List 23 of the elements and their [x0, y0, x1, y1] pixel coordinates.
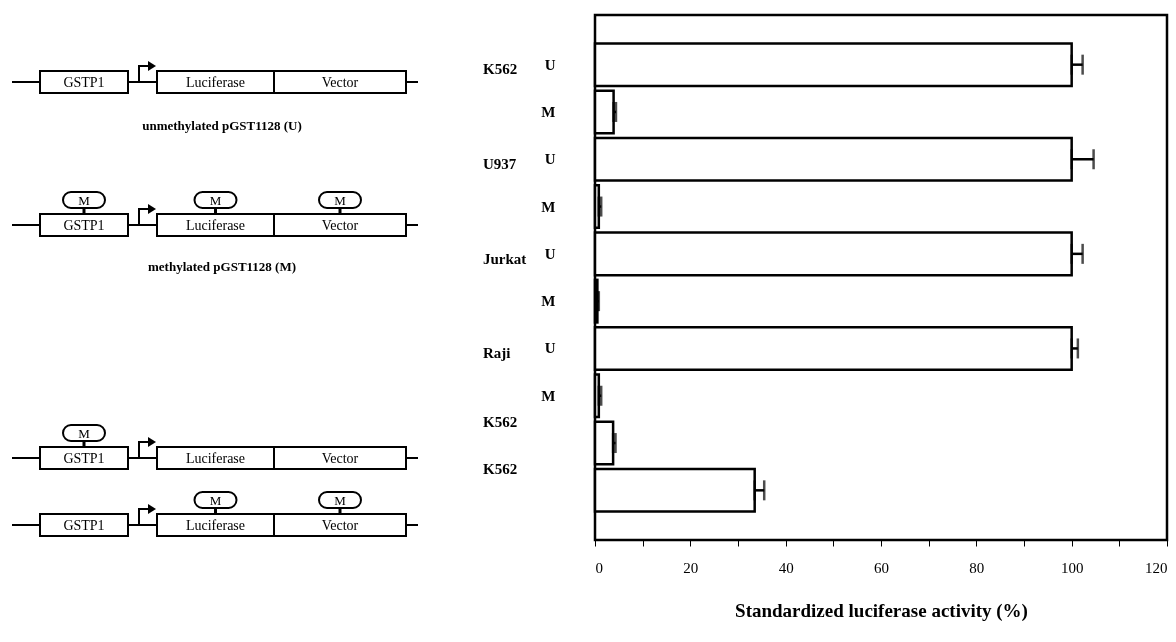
x-tick-label: 40 — [778, 559, 794, 576]
plasmid-construct-diagram: GSTP1 Luciferase Vector M M M GSTP1 Luciferase Vector M GSTP1 Luciferase Vector M M GSTP1 Luciferase Vector unmethylated pGST1128 (U) methylated pGST1128 (M) — [11, 61, 419, 537]
text: Raji — [483, 345, 511, 362]
y-tick-label: M — [541, 293, 556, 310]
text: K562 — [483, 61, 518, 78]
y-tick-label: M — [541, 387, 556, 404]
x-tick-label: 20 — [683, 559, 699, 576]
y-tick-label: U — [544, 56, 556, 73]
x-tick-label: 120 — [1145, 559, 1168, 576]
x-tick-label: 100 — [1060, 559, 1084, 576]
text: K562 — [483, 461, 518, 478]
x-tick-label: 60 — [874, 559, 889, 576]
text: U937 — [483, 155, 517, 172]
y-tick-label: U — [544, 245, 556, 262]
x-axis-title: Standardized luciferase activity (%) — [735, 599, 1028, 622]
y-tick-label: U — [544, 151, 556, 168]
x-tick-label: 80 — [969, 559, 985, 576]
text: K562 — [483, 413, 518, 430]
text: Jurkat — [483, 250, 527, 267]
x-tick-label: 0 — [595, 559, 603, 576]
y-tick-label: M — [541, 198, 556, 215]
y-tick-label: M — [541, 103, 556, 120]
y-tick-label: U — [544, 340, 556, 357]
